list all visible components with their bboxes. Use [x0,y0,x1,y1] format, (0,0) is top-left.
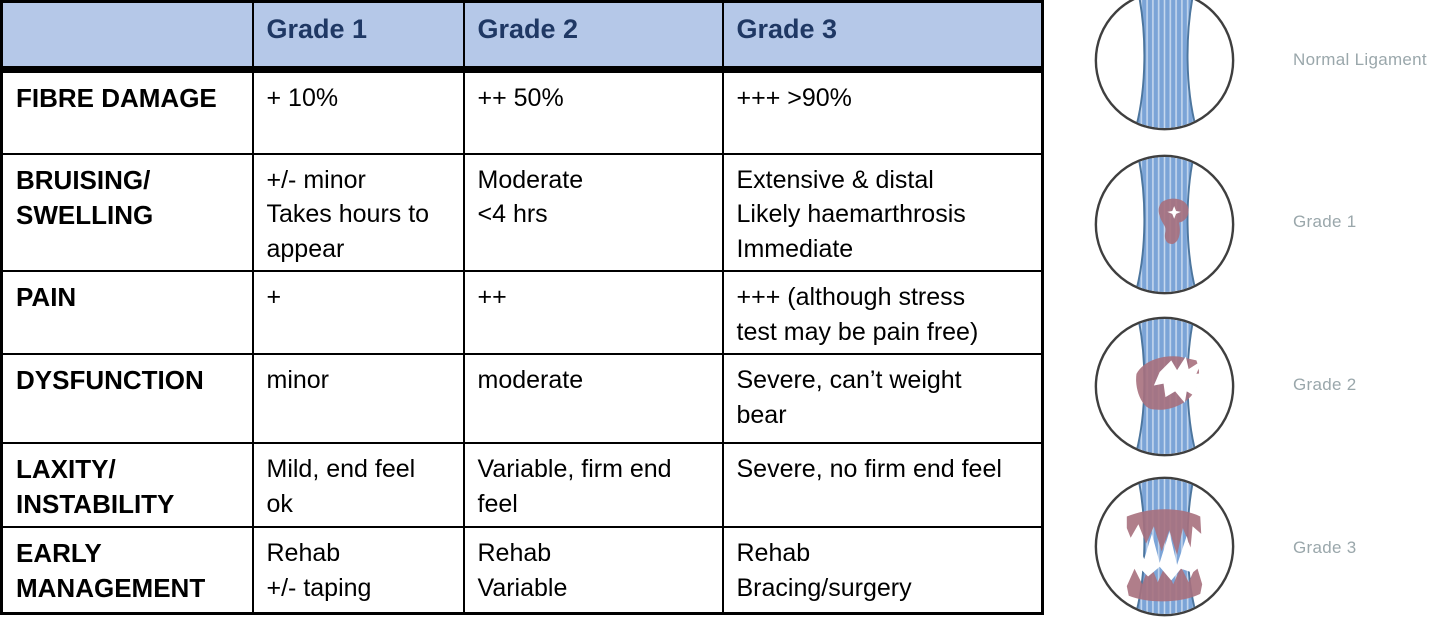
row-label-fibre-damage: FIBRE DAMAGE [0,68,254,155]
table-row-laxity-instability: LAXITY/ INSTABILITY Mild, end feel ok Va… [0,441,1044,529]
row-label-laxity-instability: LAXITY/ INSTABILITY [0,441,254,529]
ligament-illustration-grade1-icon [1092,152,1237,297]
cell-pain-grade2: ++ [462,270,724,355]
header-grade-1: Grade 1 [251,0,465,73]
ligament-grading-table: Grade 1 Grade 2 Grade 3 FIBRE DAMAGE + 1… [0,0,1044,615]
cell-bruising-grade2: Moderate <4 hrs [462,152,724,272]
illustration-label-grade3: Grade 3 [1293,538,1357,557]
cell-dysfunction-grade2: moderate [462,353,724,444]
cell-fibre-grade3: +++ >90% [721,68,1044,155]
row-label-early-management: EARLY MANAGEMENT [0,526,254,615]
table-header-row: Grade 1 Grade 2 Grade 3 [0,0,1044,73]
cell-pain-grade1: + [251,270,465,355]
illustration-label-grade2: Grade 2 [1293,375,1357,394]
cell-bruising-grade1: +/- minor Takes hours to appear [251,152,465,272]
cell-management-grade2: Rehab Variable [462,526,724,615]
ligament-illustration-grade2-icon [1092,314,1237,459]
cell-fibre-grade1: + 10% [251,68,465,155]
row-label-bruising-swelling: BRUISING/ SWELLING [0,152,254,272]
cell-laxity-grade2: Variable, firm end feel [462,441,724,529]
row-label-pain: PAIN [0,270,254,355]
cell-management-grade3: Rehab Bracing/surgery [721,526,1044,615]
cell-management-grade1: Rehab +/- taping [251,526,465,615]
cell-pain-grade3: +++ (although stress test may be pain fr… [721,270,1044,355]
table-row-fibre-damage: FIBRE DAMAGE + 10% ++ 50% +++ >90% [0,68,1044,155]
illustration-label-grade1: Grade 1 [1293,212,1357,231]
cell-bruising-grade3: Extensive & distal Likely haemarthrosis … [721,152,1044,272]
table-row-bruising-swelling: BRUISING/ SWELLING +/- minor Takes hours… [0,152,1044,272]
ligament-illustration-normal-icon [1092,0,1237,133]
row-label-dysfunction: DYSFUNCTION [0,353,254,444]
cell-dysfunction-grade1: minor [251,353,465,444]
cell-laxity-grade3: Severe, no firm end feel [721,441,1044,529]
table-row-dysfunction: DYSFUNCTION minor moderate Severe, can’t… [0,353,1044,444]
header-grade-2: Grade 2 [462,0,724,73]
ligament-illustration-grade3-icon [1092,474,1237,619]
cell-laxity-grade1: Mild, end feel ok [251,441,465,529]
header-grade-3: Grade 3 [721,0,1044,73]
header-empty-cell [0,0,254,73]
table-row-pain: PAIN + ++ +++ (although stress test may … [0,270,1044,355]
cell-dysfunction-grade3: Severe, can’t weight bear [721,353,1044,444]
cell-fibre-grade2: ++ 50% [462,68,724,155]
table-row-early-management: EARLY MANAGEMENT Rehab +/- taping Rehab … [0,526,1044,615]
illustration-label-normal: Normal Ligament [1293,50,1427,69]
